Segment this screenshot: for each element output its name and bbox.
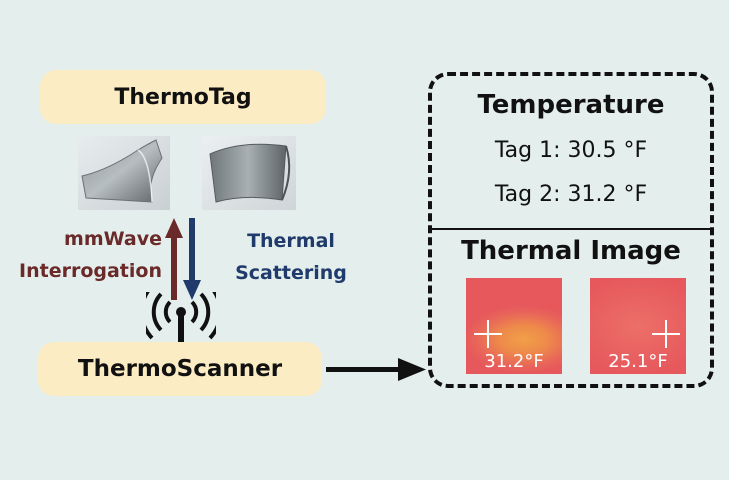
thermal-image-tag1: 31.2°F [466,278,562,374]
arrow-right-icon [326,358,426,381]
temperature-title: Temperature [477,90,665,120]
thermal-image-title: Thermal Image [461,236,681,266]
thermoscanner-label: ThermoScanner [38,342,322,396]
thermotag-label: ThermoTag [40,70,326,124]
uplink-label-line1: mmWave [64,228,162,250]
crosshair-icon [474,320,502,348]
crosshair-icon [652,320,680,348]
tag1-reading: Tag 1: 30.5 °F [494,138,648,163]
antenna-icon [146,292,216,344]
panel-divider [432,228,710,230]
downlink-label-line1: Thermal [247,230,335,252]
thermal-image-tag2: 25.1°F [590,278,686,374]
thermal-temp-tag2: 25.1°F [608,351,668,372]
arrow-up-icon [165,218,183,300]
thermotag-text: ThermoTag [114,84,252,110]
tag-photo-curled [78,136,170,210]
tag2-reading: Tag 2: 31.2 °F [494,182,648,207]
output-panel: Temperature Tag 1: 30.5 °F Tag 2: 31.2 °… [428,72,714,388]
thermal-temp-tag1: 31.2°F [484,351,544,372]
tag-photo-bent [202,136,296,210]
downlink-label-line2: Scattering [235,262,347,284]
uplink-label-line2: Interrogation [19,260,162,282]
thermoscanner-text: ThermoScanner [77,356,283,382]
arrow-down-icon [183,218,201,300]
